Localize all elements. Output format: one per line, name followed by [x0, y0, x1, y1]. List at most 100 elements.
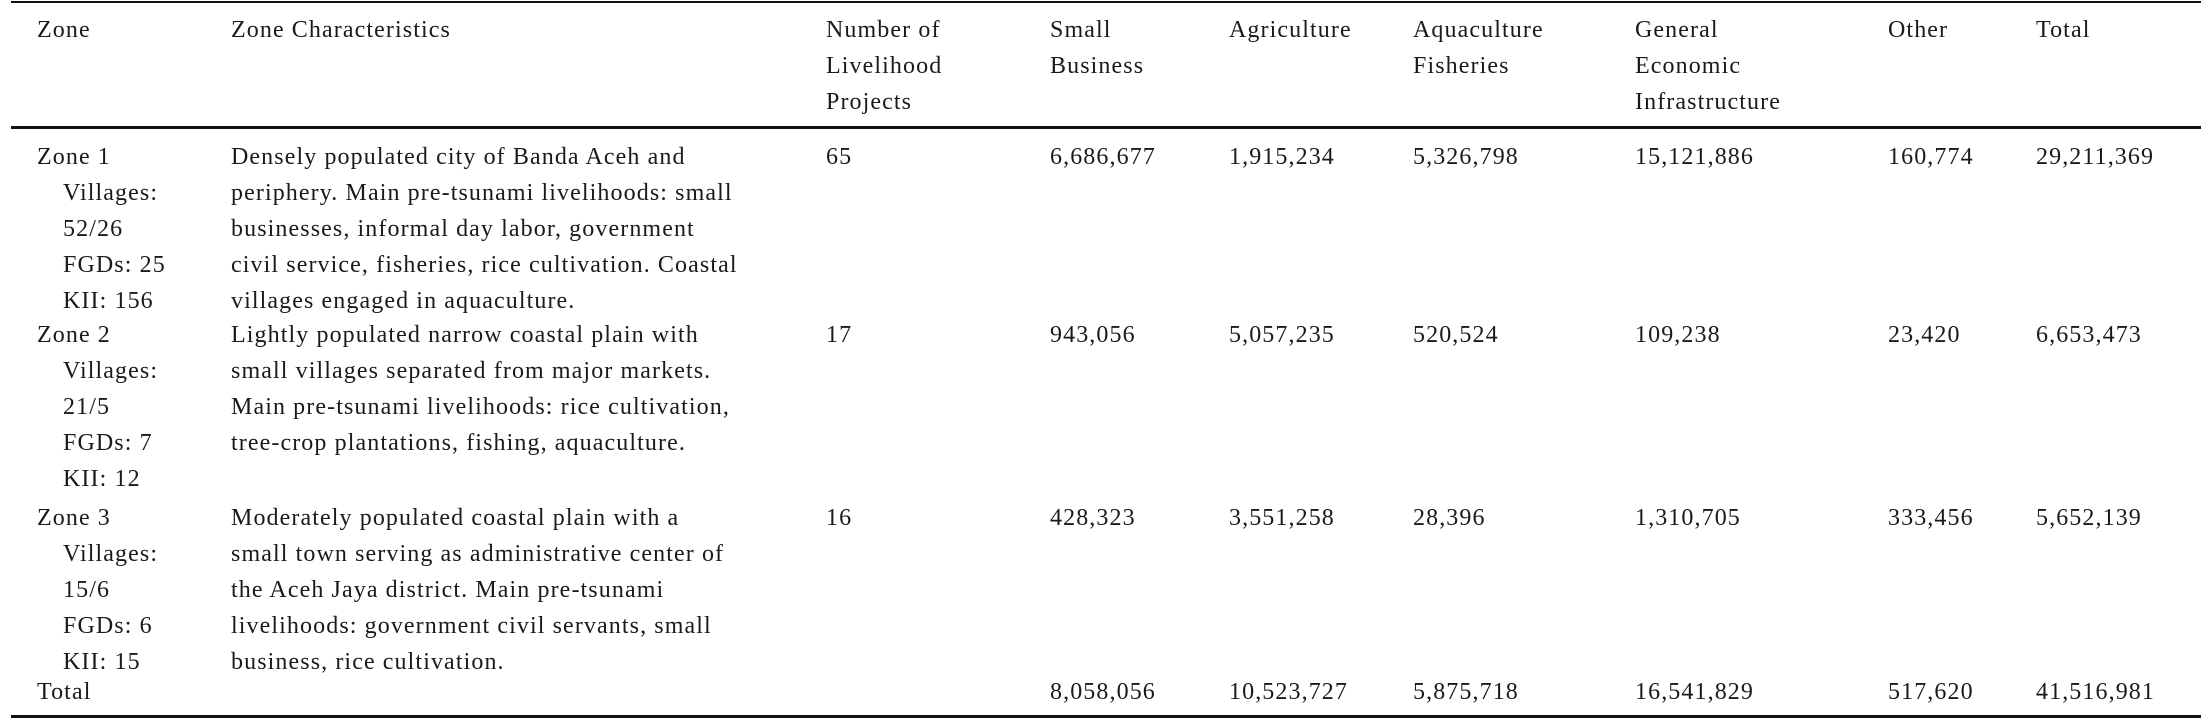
small-business-cell: 943,056: [1050, 317, 1136, 353]
cell-text-line: 333,456: [1888, 505, 1974, 531]
characteristics-cell: Densely populated city of Banda Aceh and…: [231, 139, 738, 319]
cell-text-line: Business: [1050, 53, 1145, 79]
aquaculture-cell: 5,875,718: [1413, 674, 1519, 710]
general-cell: 16,541,829: [1635, 674, 1754, 710]
cell-text-line: 6,653,473: [2036, 322, 2142, 348]
cell-text-line: Other: [1888, 17, 1949, 43]
cell-text-line: Agriculture: [1229, 17, 1352, 43]
cell-text-line: 1,310,705: [1635, 505, 1741, 531]
cell-text-line: businesses, informal day labor, governme…: [231, 216, 695, 242]
cell-text-line: 517,620: [1888, 679, 1974, 705]
zone-cell: Zone 1 Villages: 52/26 FGDs: 25 KII: 156: [37, 139, 166, 319]
header-small-business: Small Business: [1050, 12, 1144, 84]
characteristics-cell: Moderately populated coastal plain with …: [231, 500, 724, 680]
cell-text-line: 5,875,718: [1413, 679, 1519, 705]
cell-text-line: small town serving as administrative cen…: [231, 541, 725, 567]
cell-text-line: Villages:: [63, 180, 159, 206]
header-other: Other: [1888, 12, 1948, 48]
general-cell: 1,310,705: [1635, 500, 1741, 536]
cell-text-line: 5,652,139: [2036, 505, 2142, 531]
cell-text-line: 3,551,258: [1229, 505, 1335, 531]
zone-cell: Zone 2 Villages: 21/5 FGDs: 7 KII: 12: [37, 317, 158, 497]
characteristics-cell: Lightly populated narrow coastal plain w…: [231, 317, 730, 461]
total-cell: 41,516,981: [2036, 674, 2155, 710]
total-cell: 6,653,473: [2036, 317, 2142, 353]
small-business-cell: 6,686,677: [1050, 139, 1156, 175]
cell-text-line: KII: 156: [63, 288, 154, 314]
header-general: General Economic Infrastructure: [1635, 12, 1781, 120]
cell-text-line: Small: [1050, 17, 1112, 43]
cell-text-line: FGDs: 7: [63, 430, 153, 456]
cell-text-line: Total: [37, 679, 92, 705]
cell-text-line: livelihoods: government civil servants, …: [231, 613, 712, 639]
cell-text-line: Zone: [37, 17, 91, 43]
agriculture-cell: 5,057,235: [1229, 317, 1335, 353]
header-zone: Zone: [37, 12, 91, 48]
cell-text-line: Zone 3: [37, 505, 111, 531]
cell-text-line: Livelihood: [826, 53, 943, 79]
aquaculture-cell: 28,396: [1413, 500, 1486, 536]
cell-text-line: 428,323: [1050, 505, 1136, 531]
header-characteristics: Zone Characteristics: [231, 12, 451, 48]
cell-text-line: 23,420: [1888, 322, 1961, 348]
cell-text-line: villages engaged in aquaculture.: [231, 288, 576, 314]
aquaculture-cell: 520,524: [1413, 317, 1499, 353]
header-total: Total: [2036, 12, 2090, 48]
cell-text-line: Number of: [826, 17, 941, 43]
zone-cell: Total: [37, 674, 91, 710]
cell-text-line: KII: 15: [63, 649, 141, 675]
cell-text-line: civil service, fisheries, rice cultivati…: [231, 252, 738, 278]
cell-text-line: Main pre-tsunami livelihoods: rice culti…: [231, 394, 730, 420]
cell-text-line: periphery. Main pre-tsunami livelihoods:…: [231, 180, 733, 206]
header-rule: [11, 126, 2201, 129]
cell-text-line: 160,774: [1888, 144, 1974, 170]
cell-text-line: 52/26: [63, 216, 124, 242]
general-cell: 15,121,886: [1635, 139, 1754, 175]
agriculture-cell: 10,523,727: [1229, 674, 1348, 710]
cell-text-line: 10,523,727: [1229, 679, 1348, 705]
cell-text-line: 21/5: [63, 394, 111, 420]
cell-text-line: Zone 1: [37, 144, 111, 170]
cell-text-line: FGDs: 6: [63, 613, 153, 639]
cell-text-line: business, rice cultivation.: [231, 649, 505, 675]
cell-text-line: Aquaculture: [1413, 17, 1544, 43]
cell-text-line: 5,326,798: [1413, 144, 1519, 170]
agriculture-cell: 1,915,234: [1229, 139, 1335, 175]
projects-cell: 65: [826, 139, 852, 175]
top-rule: [11, 1, 2201, 3]
other-cell: 517,620: [1888, 674, 1974, 710]
total-cell: 5,652,139: [2036, 500, 2142, 536]
cell-text-line: Densely populated city of Banda Aceh and: [231, 144, 686, 170]
other-cell: 160,774: [1888, 139, 1974, 175]
agriculture-cell: 3,551,258: [1229, 500, 1335, 536]
cell-text-line: 6,686,677: [1050, 144, 1156, 170]
cell-text-line: Zone Characteristics: [231, 17, 451, 43]
cell-text-line: Total: [2036, 17, 2091, 43]
projects-cell: 16: [826, 500, 852, 536]
cell-text-line: 109,238: [1635, 322, 1721, 348]
bottom-rule: [11, 715, 2201, 718]
cell-text-line: KII: 12: [63, 466, 141, 492]
small-business-cell: 428,323: [1050, 500, 1136, 536]
cell-text-line: General: [1635, 17, 1719, 43]
cell-text-line: Economic: [1635, 53, 1742, 79]
cell-text-line: 16,541,829: [1635, 679, 1754, 705]
other-cell: 333,456: [1888, 500, 1974, 536]
other-cell: 23,420: [1888, 317, 1961, 353]
cell-text-line: Villages:: [63, 541, 159, 567]
cell-text-line: Fisheries: [1413, 53, 1510, 79]
aquaculture-cell: 5,326,798: [1413, 139, 1519, 175]
total-cell: 29,211,369: [2036, 139, 2154, 175]
cell-text-line: 28,396: [1413, 505, 1486, 531]
cell-text-line: 943,056: [1050, 322, 1136, 348]
cell-text-line: Moderately populated coastal plain with …: [231, 505, 680, 531]
cell-text-line: 15,121,886: [1635, 144, 1754, 170]
cell-text-line: the Aceh Jaya district. Main pre-tsunami: [231, 577, 665, 603]
cell-text-line: Projects: [826, 89, 913, 115]
cell-text-line: Zone 2: [37, 322, 111, 348]
cell-text-line: FGDs: 25: [63, 252, 166, 278]
cell-text-line: 41,516,981: [2036, 679, 2155, 705]
small-business-cell: 8,058,056: [1050, 674, 1156, 710]
cell-text-line: Infrastructure: [1635, 89, 1781, 115]
cell-text-line: tree-crop plantations, fishing, aquacult…: [231, 430, 686, 456]
